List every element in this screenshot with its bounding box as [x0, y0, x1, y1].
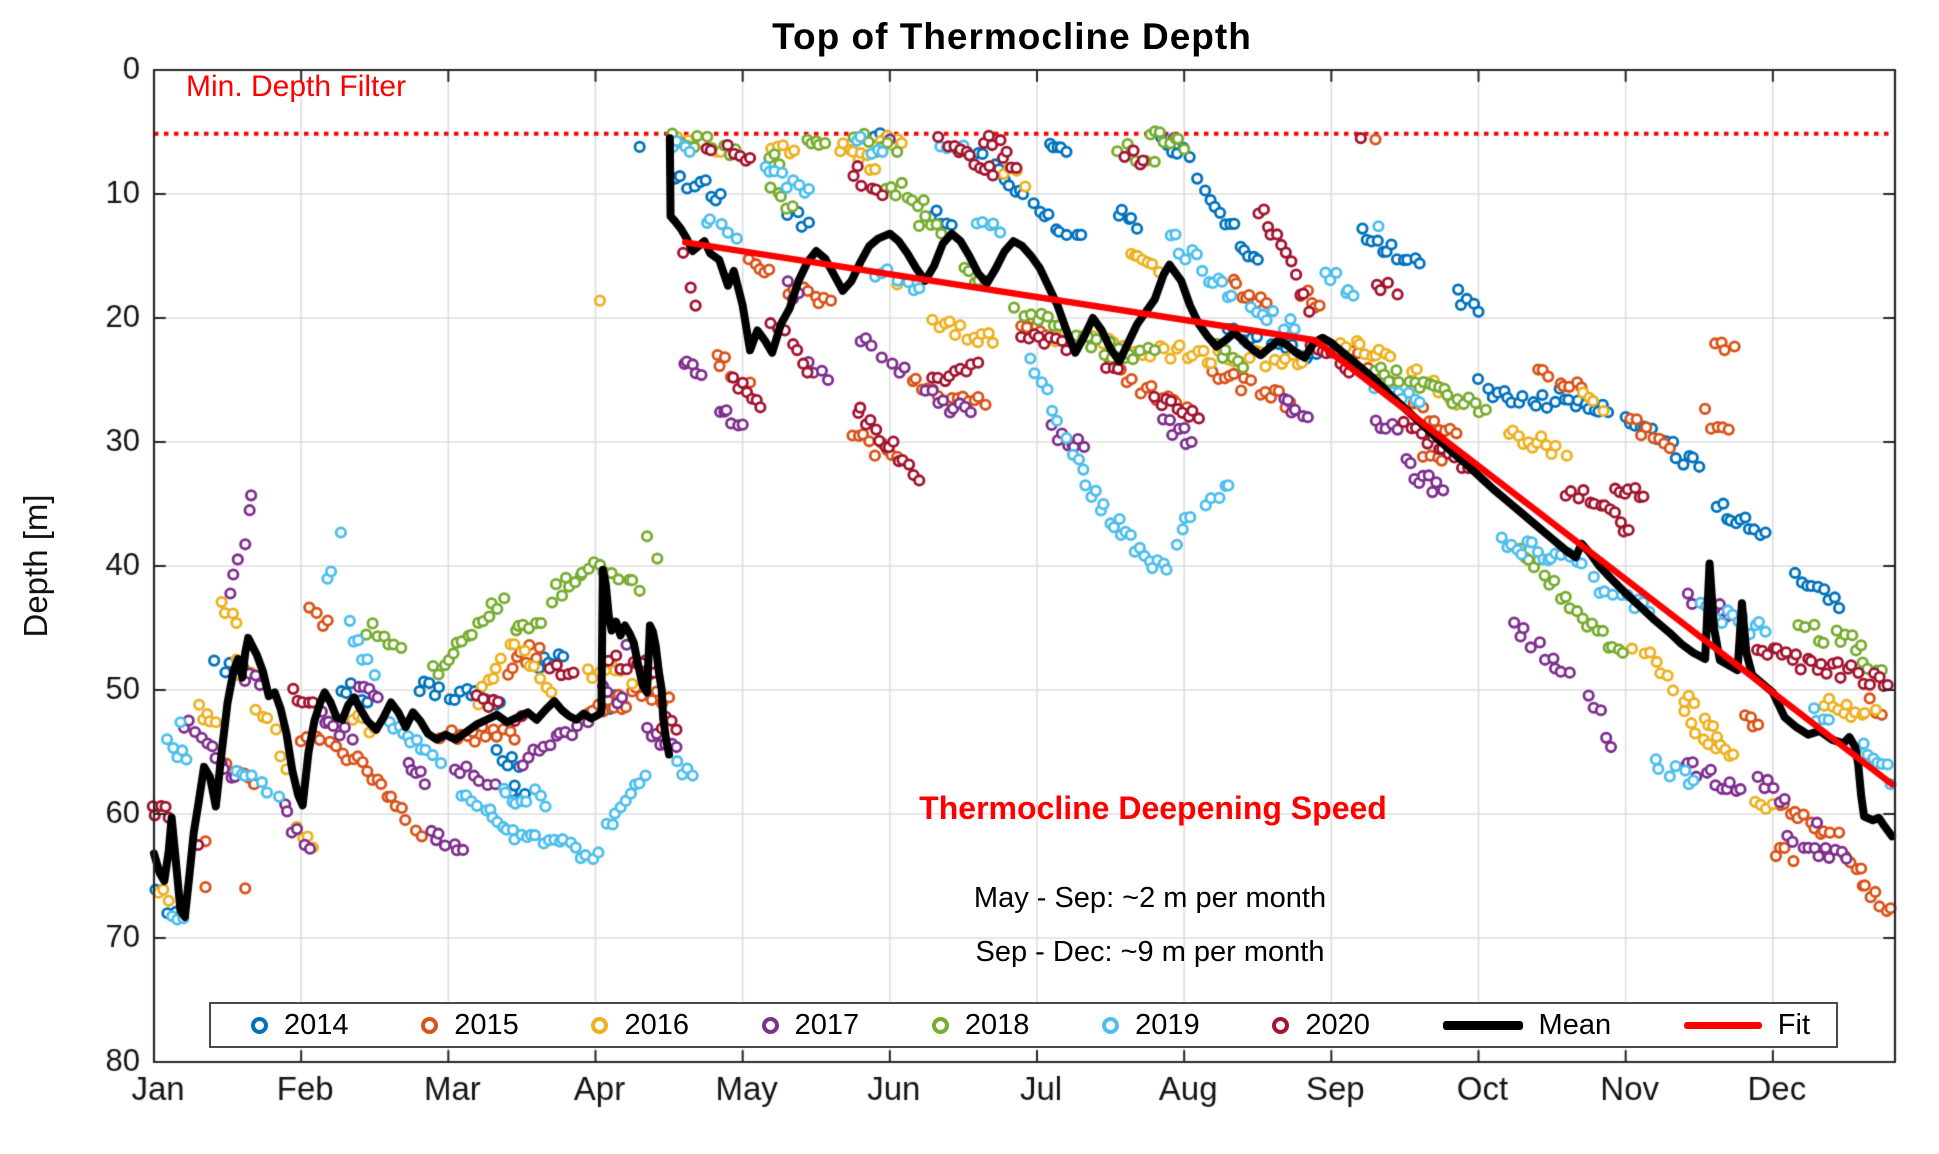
- legend-marker-2015: [421, 1016, 439, 1034]
- chart-title: Top of Thermocline Depth: [772, 16, 1252, 57]
- legend-item-2015: 2015: [421, 1009, 519, 1042]
- legend-marker-2020: [1272, 1016, 1290, 1034]
- legend-item-2017: 2017: [761, 1008, 860, 1042]
- legend-item-2016: 2016: [591, 1009, 689, 1042]
- legend-label-2016: 2016: [624, 1008, 689, 1041]
- legend-label-2017: 2017: [794, 1008, 860, 1041]
- legend-item-2014: 2014: [251, 1009, 349, 1042]
- legend-label-2018: 2018: [964, 1008, 1030, 1041]
- deepening-speed-sep-dec: Sep - Dec: ~9 m per month: [975, 936, 1325, 968]
- legend-item-2018: 2018: [931, 1008, 1030, 1042]
- legend-marker-2018: [931, 1016, 949, 1034]
- legend-item-2019: 2019: [1102, 1009, 1200, 1042]
- legend-marker-2019: [1102, 1016, 1120, 1034]
- deepening-speed-heading: Thermocline Deepening Speed: [919, 790, 1387, 826]
- legend-label-2020: 2020: [1305, 1008, 1370, 1041]
- legend-item-fit: Fit: [1683, 1008, 1810, 1042]
- legend-label-2014: 2014: [284, 1008, 349, 1041]
- y-axis-label: Depth [m]: [17, 494, 54, 638]
- legend-label-2019: 2019: [1135, 1008, 1200, 1041]
- legend-mean-line-sample: [1442, 1020, 1523, 1030]
- legend-item-mean: Mean: [1442, 1008, 1612, 1042]
- legend-marker-2014: [251, 1016, 268, 1034]
- legend-label-2015: 2015: [454, 1008, 519, 1041]
- deepening-speed-may-sep: May - Sep: ~2 m per month: [973, 882, 1327, 914]
- legend-item-2020: 2020: [1272, 1009, 1370, 1042]
- legend-fit-line-sample: [1683, 1021, 1762, 1029]
- legend-marker-2017: [761, 1016, 779, 1034]
- legend: 2014 2015 2016 2017 2018 2019 2020 Mean Fit: [209, 1002, 1838, 1048]
- legend-label-mean: Mean: [1538, 1008, 1612, 1041]
- legend-marker-2016: [591, 1016, 609, 1034]
- legend-label-fit: Fit: [1777, 1008, 1810, 1041]
- min-depth-filter-label: Min. Depth Filter: [186, 70, 407, 103]
